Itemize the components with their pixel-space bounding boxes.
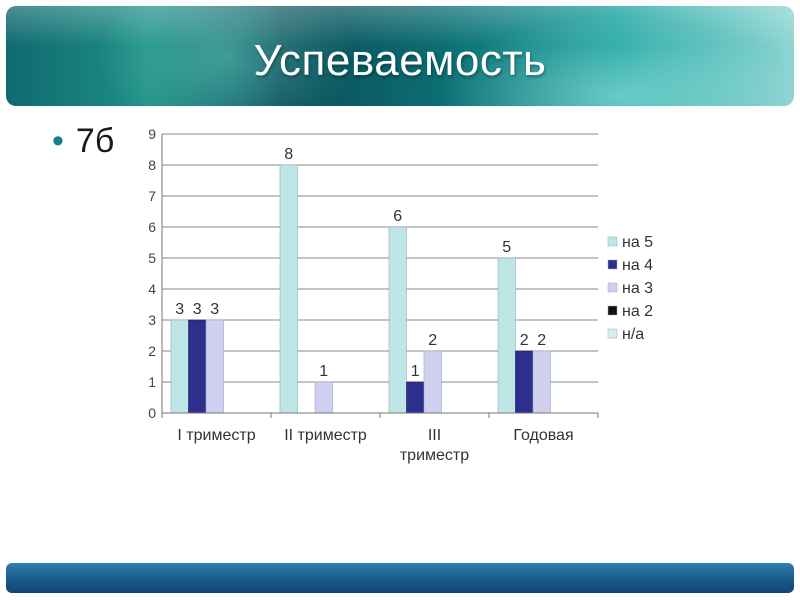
slide-header: Успеваемость xyxy=(6,6,794,106)
y-tick-label: 4 xyxy=(148,281,156,297)
x-tick-label: II триместр xyxy=(284,427,367,444)
data-label: 8 xyxy=(284,146,293,163)
legend-label: на 5 xyxy=(622,234,653,251)
legend-label: на 3 xyxy=(622,280,653,297)
legend-label: на 4 xyxy=(622,257,653,274)
y-tick-label: 5 xyxy=(148,250,156,266)
legend-swatch xyxy=(607,282,618,293)
data-label: 2 xyxy=(520,332,529,349)
bar xyxy=(314,381,333,414)
y-tick-label: 9 xyxy=(148,126,156,142)
bar xyxy=(170,319,189,414)
header-sheen xyxy=(6,6,794,46)
data-label: 3 xyxy=(175,301,184,318)
bullet-text: 7б xyxy=(75,122,115,160)
bar xyxy=(515,350,534,414)
data-label: 3 xyxy=(210,301,219,318)
y-tick-label: 3 xyxy=(148,312,156,328)
x-tick-label: триместр xyxy=(400,447,469,464)
y-tick-label: 0 xyxy=(148,405,156,421)
data-label: 2 xyxy=(428,332,437,349)
x-tick-label: III xyxy=(428,427,441,444)
bar xyxy=(388,226,407,414)
bar xyxy=(205,319,224,414)
data-label: 1 xyxy=(411,363,420,380)
bar xyxy=(532,350,551,414)
x-tick-label: I триместр xyxy=(177,427,255,444)
bar xyxy=(188,319,207,414)
y-tick-label: 7 xyxy=(148,188,156,204)
legend-swatch xyxy=(607,259,618,270)
data-label: 2 xyxy=(537,332,546,349)
data-label: 5 xyxy=(502,239,511,256)
legend-swatch xyxy=(607,305,618,316)
bar xyxy=(497,257,516,414)
bullet-item: • 7б xyxy=(52,122,114,161)
slide-title: Успеваемость xyxy=(253,36,547,85)
data-label: 3 xyxy=(193,301,202,318)
header-glow-left xyxy=(96,6,356,106)
y-tick-label: 8 xyxy=(148,157,156,173)
legend-label: н/а xyxy=(622,326,644,343)
data-label: 6 xyxy=(393,208,402,225)
bar xyxy=(279,164,298,414)
y-tick-label: 2 xyxy=(148,343,156,359)
bullet-dot-icon: • xyxy=(52,122,64,160)
footer-bar xyxy=(6,563,794,593)
legend-label: на 2 xyxy=(622,303,653,320)
data-label: 1 xyxy=(319,363,328,380)
y-tick-label: 1 xyxy=(148,374,156,390)
x-tick-label: Годовая xyxy=(513,427,573,444)
legend-swatch xyxy=(607,328,618,339)
legend-swatch xyxy=(607,236,618,247)
y-tick-label: 6 xyxy=(148,219,156,235)
bar xyxy=(423,350,442,414)
bar xyxy=(406,381,425,414)
